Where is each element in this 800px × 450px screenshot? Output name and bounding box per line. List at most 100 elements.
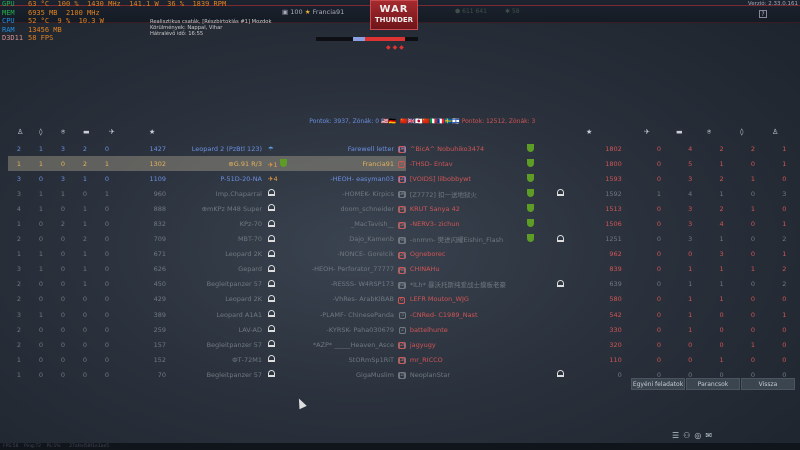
mail-icon[interactable]: ✉: [705, 431, 717, 440]
player-name[interactable]: Francia91: [362, 159, 394, 168]
player-name[interactable]: Ogneborec: [409, 250, 446, 259]
enemy-player-row[interactable]: 6 *lLh* 暴沃托斯纯爱战士摸板老豪 639 0 1 1 0 2: [398, 277, 800, 292]
stat-cell: 3: [16, 189, 22, 198]
stat-cell: 1: [16, 159, 22, 168]
stat-cell: 0: [656, 220, 661, 229]
player-name[interactable]: -NERV3- zichun: [409, 220, 460, 229]
ally-player-row[interactable]: 3 1 0 0 0 389 Leopard A1A1 -PLAMF- ChinesePanda…: [8, 307, 406, 322]
war-thunder-logo[interactable]: WAR THUNDER: [370, 0, 418, 30]
player-name[interactable]: -THSD- Entav: [409, 159, 453, 168]
enemy-player-row[interactable]: 6 LEFR Mouton_WJG 580 0 1 1 0 0: [398, 292, 800, 307]
ally-player-row[interactable]: 2 0 0 0 0 429 Leopard 2K -VhRes- ArabKIBAB: [8, 292, 406, 307]
ally-player-row[interactable]: 3 1 0 1 0 626 Gepard -HEOH- Perforator_77777 3: [8, 262, 406, 277]
ally-player-row[interactable]: 2 1 3 2 0 1427 Leopard 2 (PzBtl 123) ☂ Farewell …: [8, 141, 406, 156]
ally-player-row[interactable]: 1 0 2 1 0 832 KPz-70 _MacTavish__ 3: [8, 216, 406, 231]
enemy-player-row[interactable]: -CNRed- C1989_Nast 542 0 1 0 0 1: [398, 307, 800, 322]
enemy-player-row[interactable]: 3 KRUT Sanya 42 1513 0 3 2 1 0: [398, 201, 800, 216]
chat-icon[interactable]: ◎: [694, 431, 706, 440]
stat-cell: 1: [82, 280, 88, 289]
player-name[interactable]: [VOIDS] lilbobbywt: [409, 174, 471, 183]
ally-player-row[interactable]: 2 0 0 0 0 259 LAV-AD -KYRSK- Paha030679 2: [8, 322, 406, 337]
ally-player-row[interactable]: 2 0 0 1 0 450 Begleitpanzer 57 -RESSS- W4RSP173…: [8, 277, 406, 292]
vehicle-name: Leopard A1A1: [216, 310, 262, 319]
osd-row: CPU 52 °C 9 % 10.3 W: [2, 17, 104, 25]
stat-cell: 0: [656, 204, 661, 213]
stat-cell: 1: [38, 204, 44, 213]
player-name[interactable]: mr_RICCO: [409, 355, 443, 364]
player-name[interactable]: Dajo_Kamenb: [349, 235, 394, 244]
player-name[interactable]: StORmSp1RiT: [348, 355, 394, 364]
player-name[interactable]: -KYRSK- Paha030679: [326, 325, 394, 334]
player-name[interactable]: -onmm- 樊进闪耀Eishin_Flash: [409, 236, 504, 245]
ally-player-row[interactable]: 4 1 0 1 0 888 ⊕mKPz M48 Super doom_schneider 3: [8, 201, 406, 216]
enemy-player-row[interactable]: 4 -onmm- 樊进闪耀Eishin_Flash 1251 0 3 1 0 2: [398, 232, 800, 247]
player-name[interactable]: LEFR Mouton_WJG: [409, 295, 469, 304]
player-name[interactable]: [Z7772] 扣一送地狱火: [409, 190, 478, 199]
enemy-player-row[interactable]: 2 [VOIDS] lilbobbywt 1593 0 3 2 1 0: [398, 171, 800, 186]
help-button[interactable]: ?: [759, 10, 767, 18]
player-name[interactable]: ^BicA^ Nobuhiko3474: [409, 144, 485, 153]
team-score-bar: [316, 37, 418, 41]
ally-player-row[interactable]: 1 0 0 0 0 70 Begleitpanzer 57 GigaMuslim 3: [8, 367, 406, 382]
ally-player-row[interactable]: 1 0 0 0 0 152 ФТ-72М1 StORmSp1RiT 3: [8, 352, 406, 367]
ally-player-row[interactable]: 2 0 0 2 0 709 MBT-70 Dajo_Kamenb 3: [8, 232, 406, 247]
ally-player-row[interactable]: 1 1 0 2 1 1302 ⊕G.91 R/3 ✈1 Francia91: [8, 156, 406, 172]
list-icon[interactable]: ☰: [672, 431, 684, 440]
stat-cell: 0: [104, 355, 110, 364]
enemy-player-row[interactable]: battelhunte 330 0 1 0 0 0: [398, 322, 800, 337]
stat-cell: 0: [750, 295, 755, 304]
player-name[interactable]: -HEOH- Perforator_77777: [311, 265, 394, 274]
ally-player-row[interactable]: 3 0 3 1 0 1109 P-51D-20-NA ✈4 -HEOH- easyman03 2: [8, 171, 406, 186]
player-badge[interactable]: ▣ 100 ★ Francia91: [282, 8, 345, 16]
rank-badge: 2: [399, 327, 406, 335]
enemy-player-row[interactable]: 1 NeoplanStar 0 0 0 0 0 0: [398, 367, 800, 382]
player-name[interactable]: NeoplanStar: [409, 370, 451, 379]
vehicle-name: LAV-AD: [238, 325, 262, 334]
player-name[interactable]: battelhunte: [409, 325, 448, 334]
player-name[interactable]: jagyugy: [409, 340, 436, 349]
player-name[interactable]: *lLh* 暴沃托斯纯爱战士摸板老豪: [409, 281, 506, 290]
stat-cell: 0: [82, 310, 88, 319]
enemy-player-row[interactable]: 3 mr_RICCO 110 0 0 1 0 0: [398, 352, 800, 367]
player-name[interactable]: -HEOH- easyman03: [330, 174, 394, 183]
squad-icon[interactable]: ⚇: [683, 431, 695, 440]
score-cell: 960: [153, 189, 166, 198]
player-name[interactable]: doom_schneider: [340, 204, 394, 213]
orders-button[interactable]: Parancsok: [686, 378, 740, 390]
enemy-player-row[interactable]: 2 [Z7772] 扣一送地狱火 1592 1 4 1 0 3: [398, 186, 800, 201]
player-name[interactable]: *AZP* _____Heaven_Asce: [312, 340, 394, 349]
player-name[interactable]: -CNRed- C1989_Nast: [409, 310, 478, 319]
stat-cell: 1: [719, 159, 724, 168]
player-name[interactable]: -VhRes- ArabKIBAB: [332, 295, 394, 304]
player-name[interactable]: GigaMuslim: [355, 370, 394, 379]
rank-badge: 2: [398, 342, 405, 350]
player-name[interactable]: -NONCE- Gorelcik: [337, 250, 394, 259]
rank-badge: 2: [398, 251, 405, 259]
player-name[interactable]: -HOMEK- Kirpics: [342, 189, 394, 198]
ally-player-row[interactable]: 1 1 0 1 0 671 Leopard 2K -NONCE- Gorelcik 3: [8, 247, 406, 262]
stat-cell: 3: [16, 265, 22, 274]
player-name[interactable]: KRUT Sanya 42: [409, 204, 460, 213]
player-name[interactable]: -PLAMF- ChinesePanda: [319, 310, 394, 319]
player-name[interactable]: Farewell letter: [347, 144, 394, 153]
player-name[interactable]: -RESSS- W4RSP173: [330, 280, 394, 289]
back-button[interactable]: Vissza: [741, 378, 795, 390]
enemy-player-row[interactable]: 5 -THSD- Entav 1800 0 5 1 0 1: [398, 156, 800, 171]
stat-cell: 1: [16, 220, 22, 229]
ally-team-table: 2 1 3 2 0 1427 Leopard 2 (PzBtl 123) ☂ Farewell …: [8, 141, 406, 383]
ally-player-row[interactable]: 3 1 1 0 1 960 Imp.Chaparral -HOMEK- Kirpics 4: [8, 186, 406, 201]
score-cell: 832: [153, 220, 166, 229]
stat-cell: 0: [38, 295, 44, 304]
enemy-player-row[interactable]: 2 Ogneborec 962 0 0 3 0 1: [398, 247, 800, 262]
stat-cell: 5: [688, 159, 693, 168]
enemy-player-row[interactable]: 5 -NERV3- zichun 1506 0 3 4 0 1: [398, 216, 800, 231]
enemy-player-row[interactable]: 3 ^BicA^ Nobuhiko3474 1802 0 4 2 2 1: [398, 141, 800, 156]
personal-tasks-button[interactable]: Egyéni feladatok: [631, 378, 685, 390]
player-name[interactable]: CHINAHu: [409, 265, 440, 274]
enemy-player-row[interactable]: 4 CHINAHu 839 0 1 1 1 2: [398, 262, 800, 277]
stat-cell: 1: [782, 144, 787, 153]
ally-player-row[interactable]: 2 0 0 0 0 157 Begleitpanzer 57 *AZP* _____Heave…: [8, 337, 406, 352]
enemy-player-row[interactable]: 2 jagyugy 320 0 0 0 1 0: [398, 337, 800, 352]
player-name[interactable]: _MacTavish__: [351, 220, 394, 229]
